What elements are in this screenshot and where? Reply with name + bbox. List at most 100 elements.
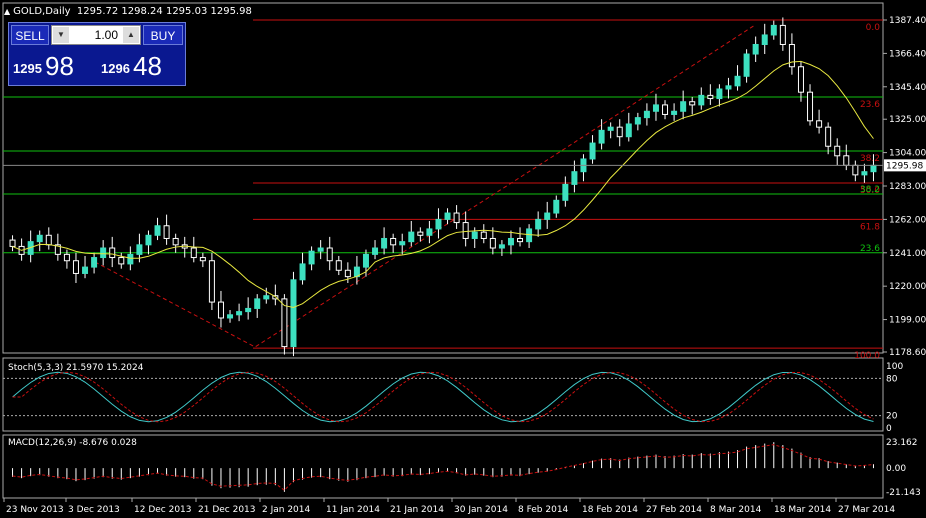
candle-body — [91, 257, 98, 268]
candle-body — [299, 263, 306, 281]
main-pane-frame — [2, 2, 884, 354]
candle-body — [381, 237, 388, 249]
buy-button[interactable]: BUY — [143, 25, 183, 45]
candle-body — [245, 307, 252, 313]
candle-body — [680, 101, 687, 112]
candle-body — [634, 117, 641, 125]
time-tick-label: 3 Dec 2013 — [68, 505, 120, 515]
candle-body — [652, 104, 659, 112]
lot-decrease-icon[interactable]: ▼ — [53, 27, 69, 43]
candle-body — [562, 183, 569, 201]
price-tick-label: 1345.40 — [889, 83, 926, 93]
sell-button[interactable]: SELL — [11, 25, 49, 45]
candle-body — [136, 244, 143, 255]
candle-body — [208, 260, 215, 303]
candle-body — [227, 314, 234, 319]
stoch-axis-label: 0 — [886, 424, 892, 434]
candle-body — [598, 129, 605, 144]
time-tick-label: 30 Jan 2014 — [454, 505, 508, 515]
candle-body — [417, 231, 424, 236]
macd-signal-line — [12, 444, 874, 491]
candle-body — [54, 244, 61, 255]
stoch-main-line — [12, 371, 874, 423]
time-tick-label: 12 Dec 2013 — [134, 505, 192, 515]
candle-body — [825, 126, 832, 147]
candle-body — [553, 199, 560, 214]
candle-body — [362, 253, 369, 268]
candle-body — [9, 239, 16, 247]
time-tick-label: 23 Nov 2013 — [6, 505, 64, 515]
stoch-label: Stoch(5,3,3) 21.5970 15.2024 — [8, 363, 144, 373]
candle-body — [217, 301, 224, 319]
macd-axis-label: 23.162 — [886, 438, 918, 448]
time-tick-label: 18 Mar 2014 — [774, 505, 831, 515]
buy-price-pips: 48 — [133, 51, 162, 81]
candle-body — [843, 155, 850, 166]
candle-body — [462, 222, 469, 239]
candle-body — [535, 218, 542, 230]
candle-body — [317, 247, 324, 252]
sell-price[interactable]: 1295 98 — [11, 48, 95, 84]
macd-pane-frame — [2, 434, 884, 499]
candle-body — [100, 247, 107, 259]
fib-red-label: 0.0 — [866, 23, 881, 33]
symbol-label: GOLD,Daily — [13, 6, 71, 17]
fib-red-label: 50.0 — [860, 186, 880, 196]
price-tick-label: 1325.00 — [889, 115, 926, 125]
stoch-signal-line — [12, 371, 874, 423]
candle-body — [589, 142, 596, 160]
candle-body — [716, 88, 723, 100]
fib-red-label: 100.0 — [854, 351, 880, 361]
lot-size-value[interactable]: 1.00 — [94, 28, 118, 42]
candle-body — [390, 237, 397, 246]
candle-body — [779, 24, 786, 45]
fib-green-label: 38.2 — [860, 185, 880, 195]
current-price-label: 1295.98 — [886, 161, 923, 171]
time-tick-label: 21 Jan 2014 — [390, 505, 444, 515]
fib-red-label: 38.2 — [860, 154, 880, 164]
stoch-axis-label: 20 — [886, 412, 898, 422]
candle-body — [199, 257, 206, 262]
current-price-box — [884, 159, 926, 172]
time-tick-label: 21 Dec 2013 — [198, 505, 256, 515]
trend-line — [94, 24, 756, 348]
price-tick-label: 1387.40 — [889, 16, 926, 26]
candle-body — [607, 126, 614, 131]
candle-body — [752, 43, 759, 55]
chart-header: ▲ GOLD,Daily 1295.72 1298.24 1295.03 1295… — [4, 6, 252, 17]
candle-body — [616, 126, 623, 138]
candle-body — [489, 237, 496, 249]
time-tick-label: 27 Feb 2014 — [646, 505, 702, 515]
candle-body — [335, 260, 342, 271]
candle-body — [236, 311, 243, 316]
price-tick-label: 1241.00 — [889, 249, 926, 259]
candle-body — [480, 231, 487, 239]
lot-size-field[interactable]: ▼ 1.00 ▲ — [51, 25, 141, 45]
candle-body — [72, 260, 79, 274]
candle-body — [498, 244, 505, 249]
candle-body — [308, 250, 315, 265]
price-tick-label: 1199.00 — [889, 316, 926, 326]
candle-body — [852, 164, 859, 176]
candle-body — [643, 110, 650, 119]
buy-price-prefix: 1296 — [101, 61, 130, 76]
triangle-icon: ▲ — [4, 7, 11, 16]
moving-average-line — [12, 60, 874, 309]
lot-increase-icon[interactable]: ▲ — [123, 27, 139, 43]
candle-body — [526, 228, 533, 243]
candle-body — [444, 212, 451, 220]
candle-body — [671, 110, 678, 115]
time-tick-label: 8 Mar 2014 — [710, 505, 762, 515]
candle-body — [770, 24, 777, 36]
candle-body — [290, 279, 297, 348]
candle-body — [399, 241, 406, 246]
candle-body — [372, 247, 379, 255]
sell-price-pips: 98 — [45, 51, 74, 81]
time-tick-label: 11 Jan 2014 — [326, 505, 380, 515]
candle-body — [734, 75, 741, 87]
candle-body — [172, 237, 179, 246]
candle-body — [761, 34, 768, 45]
sell-price-prefix: 1295 — [13, 61, 42, 76]
buy-price[interactable]: 1296 48 — [99, 48, 183, 84]
